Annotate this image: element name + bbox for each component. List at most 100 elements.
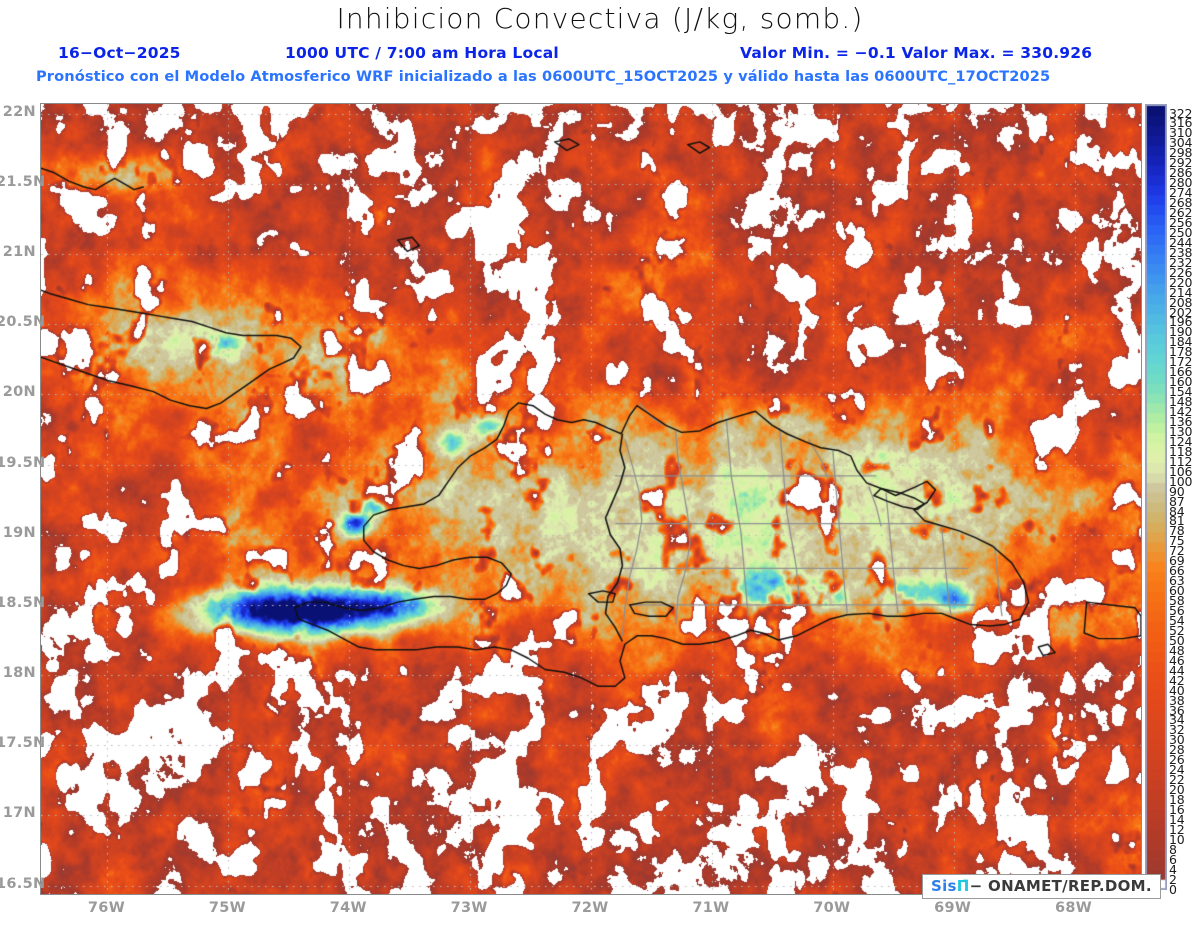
chart-header: Inhibicion Convectiva (J/kg, somb.) 16−O… (0, 0, 1200, 95)
colorbar-level-label: 90 (1169, 483, 1185, 499)
colorbar-level-label: 63 (1169, 573, 1185, 589)
attribution-logo: SisΠ̄− ONAMET/REP.DOM. (922, 874, 1161, 899)
colorbar-level-label: 256 (1169, 214, 1193, 230)
colorbar-level-label: 136 (1169, 413, 1193, 429)
colorbar-level-label: 50 (1169, 632, 1185, 648)
map-plot-area (40, 103, 1142, 895)
colorbar-level-label: 52 (1169, 622, 1185, 638)
colorbar-level-label: 280 (1169, 175, 1193, 191)
longitude-tick-label: 69W (934, 900, 972, 916)
colorbar-level-label: 78 (1169, 523, 1185, 539)
colorbar-level-label: 262 (1169, 205, 1193, 221)
colorbar-level-label: 196 (1169, 314, 1193, 330)
colorbar-level-label: 75 (1169, 533, 1185, 549)
longitude-tick-label: 75W (208, 900, 246, 916)
latitude-tick-label: 21N (2, 244, 36, 261)
longitude-tick-label: 74W (329, 900, 367, 916)
colorbar-level-label: 54 (1169, 612, 1185, 628)
colorbar-level-label: 4 (1169, 861, 1177, 877)
latitude-tick-label: 21.5N (0, 173, 46, 190)
colorbar-level-label: 16 (1169, 802, 1185, 817)
colorbar-level-label: 34 (1169, 712, 1185, 728)
model-description: Pronóstico con el Modelo Atmosferico WRF… (36, 68, 1051, 85)
colorbar-tick-labels: 0 2 4 6 8 10 12 14 16 18 20 22 24 26 28 30 32 34 36 38 40 42 4… (1169, 96, 1200, 896)
colorbar-level-label: 8 (1169, 841, 1177, 857)
colorbar-level-label: 81 (1169, 513, 1185, 529)
colorbar-level-label: 14 (1169, 811, 1185, 827)
colorbar-level-label: 154 (1169, 384, 1193, 400)
logo-pi-icon: Π̄ (956, 877, 970, 895)
colorbar-level-label: 202 (1169, 304, 1193, 320)
colorbar-level-label: 148 (1169, 394, 1193, 410)
colorbar-level-label: 100 (1169, 473, 1193, 489)
colorbar-level-label: 304 (1169, 135, 1193, 151)
colorbar-level-label: 316 (1169, 115, 1193, 131)
colorbar-level-label: 244 (1169, 234, 1193, 250)
colorbar-level-label: 42 (1169, 672, 1185, 688)
colorbar-level-label: 184 (1169, 334, 1193, 350)
colorbar-level-label: 310 (1169, 125, 1193, 141)
colorbar-level-label: 190 (1169, 324, 1193, 340)
colorbar-level-label: 142 (1169, 404, 1193, 420)
latitude-tick-label: 19N (2, 524, 36, 541)
colorbar-level-label: 24 (1169, 762, 1185, 778)
latitude-tick-label: 16.5N (0, 875, 46, 892)
colorbar-level-label: 18 (1169, 792, 1185, 808)
longitude-tick-label: 70W (813, 900, 851, 916)
colorbar-level-label: 56 (1169, 603, 1185, 619)
colorbar-level-label: 292 (1169, 155, 1193, 171)
colorbar (1145, 104, 1167, 890)
longitude-tick-label: 73W (450, 900, 488, 916)
colorbar-level-label: 214 (1169, 284, 1193, 300)
colorbar-level-label: 274 (1169, 185, 1193, 201)
latitude-tick-label: 20N (2, 384, 36, 401)
colorbar-level-label: 72 (1169, 543, 1185, 559)
map-coastlines-and-borders (41, 104, 1141, 894)
colorbar-level-label: 124 (1169, 433, 1193, 449)
latitude-tick-label: 17N (2, 805, 36, 822)
colorbar-level-label: 30 (1169, 732, 1185, 748)
latitude-tick-label: 22N (2, 103, 36, 120)
colorbar-gradient (1145, 104, 1167, 890)
colorbar-level-label: 10 (1169, 831, 1185, 847)
latitude-tick-label: 20.5N (0, 314, 46, 331)
longitude-tick-label: 71W (692, 900, 730, 916)
colorbar-level-label: 20 (1169, 782, 1185, 798)
colorbar-level-label: 60 (1169, 583, 1185, 599)
colorbar-level-label: 106 (1169, 463, 1193, 479)
longitude-tick-label: 68W (1054, 900, 1093, 916)
colorbar-level-label: 238 (1169, 244, 1193, 260)
colorbar-level-label: 112 (1169, 453, 1193, 469)
colorbar-level-label: 220 (1169, 274, 1193, 290)
latitude-tick-label: 19.5N (0, 454, 46, 471)
colorbar-level-label: 232 (1169, 254, 1193, 270)
colorbar-level-label: 22 (1169, 772, 1185, 788)
value-range-label: Valor Min. = −0.1 Valor Max. = 330.926 (740, 44, 1093, 62)
colorbar-level-label: 38 (1169, 692, 1185, 708)
colorbar-level-label: 84 (1169, 503, 1185, 519)
colorbar-level-label: 26 (1169, 752, 1185, 768)
colorbar-level-label: 130 (1169, 423, 1193, 439)
colorbar-level-label: 226 (1169, 264, 1193, 280)
longitude-tick-label: 76W (87, 900, 125, 916)
page-title: Inhibicion Convectiva (J/kg, somb.) (336, 2, 864, 35)
latitude-tick-label: 17.5N (0, 735, 46, 752)
colorbar-level-label: 12 (1169, 821, 1185, 837)
colorbar-level-label: 2 (1169, 871, 1177, 887)
colorbar-level-label: 166 (1169, 364, 1193, 380)
colorbar-level-label: 298 (1169, 145, 1193, 161)
colorbar-level-label: 178 (1169, 344, 1193, 360)
colorbar-level-label: 87 (1169, 493, 1185, 509)
colorbar-level-label: 118 (1169, 443, 1193, 459)
longitude-tick-label: 72W (571, 900, 609, 916)
forecast-time: 1000 UTC / 7:00 am Hora Local (285, 44, 559, 62)
colorbar-level-label: 32 (1169, 722, 1185, 738)
colorbar-level-label: 322 (1169, 105, 1193, 121)
colorbar-level-label: 0 (1169, 881, 1177, 897)
colorbar-level-label: 208 (1169, 294, 1193, 310)
colorbar-level-label: 250 (1169, 224, 1193, 240)
colorbar-level-label: 58 (1169, 593, 1185, 609)
colorbar-level-label: 69 (1169, 553, 1185, 569)
colorbar-level-label: 28 (1169, 742, 1185, 758)
colorbar-level-label: 40 (1169, 682, 1185, 698)
